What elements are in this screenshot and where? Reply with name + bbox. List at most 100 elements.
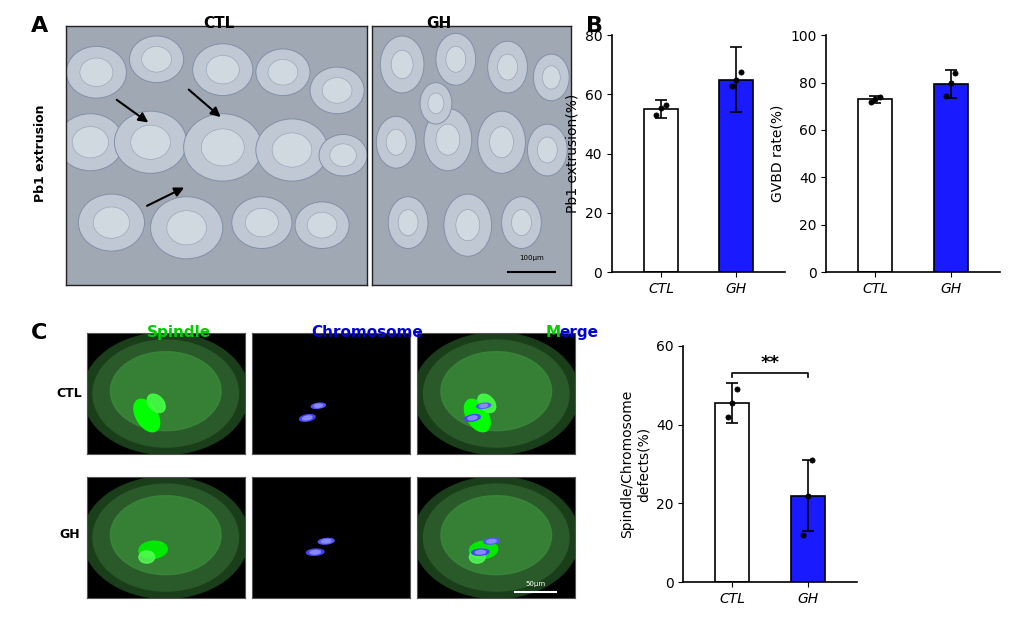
Circle shape	[497, 54, 517, 80]
Point	[652, 102, 668, 113]
Ellipse shape	[468, 416, 477, 420]
Circle shape	[256, 49, 310, 95]
Circle shape	[445, 46, 466, 72]
Ellipse shape	[469, 551, 485, 563]
Circle shape	[167, 211, 206, 245]
Text: A: A	[31, 16, 48, 36]
Bar	[718, 79, 753, 272]
Circle shape	[477, 111, 525, 173]
Text: C: C	[31, 323, 47, 343]
Point	[656, 100, 673, 110]
Ellipse shape	[110, 495, 221, 575]
Ellipse shape	[93, 484, 238, 591]
Point	[728, 74, 744, 84]
Bar	[714, 403, 749, 582]
Circle shape	[501, 196, 541, 248]
Circle shape	[151, 196, 222, 259]
Circle shape	[79, 58, 113, 86]
Ellipse shape	[413, 477, 579, 598]
Circle shape	[388, 196, 428, 248]
Point	[648, 110, 664, 120]
Ellipse shape	[93, 340, 238, 447]
Ellipse shape	[147, 394, 165, 413]
Ellipse shape	[133, 399, 160, 432]
Ellipse shape	[413, 333, 579, 454]
Circle shape	[397, 210, 418, 236]
Point	[942, 77, 958, 88]
Ellipse shape	[110, 351, 221, 431]
Ellipse shape	[440, 495, 551, 575]
Circle shape	[435, 124, 460, 155]
Circle shape	[435, 33, 475, 85]
Text: GH: GH	[59, 528, 79, 541]
Point	[870, 92, 887, 102]
Ellipse shape	[479, 404, 487, 407]
Ellipse shape	[300, 415, 315, 421]
Circle shape	[246, 209, 278, 237]
Circle shape	[542, 66, 559, 89]
Circle shape	[78, 194, 145, 251]
Point	[946, 68, 962, 78]
Circle shape	[329, 144, 356, 166]
Bar	[932, 84, 967, 272]
Circle shape	[391, 50, 413, 79]
Ellipse shape	[476, 403, 490, 408]
Text: GH: GH	[426, 16, 450, 31]
Ellipse shape	[314, 404, 322, 407]
Ellipse shape	[83, 477, 249, 598]
Ellipse shape	[423, 340, 569, 447]
Circle shape	[57, 114, 123, 171]
Bar	[790, 495, 824, 582]
Text: CTL: CTL	[204, 16, 234, 31]
Text: erge: erge	[558, 325, 597, 340]
Circle shape	[455, 210, 479, 241]
Circle shape	[272, 133, 312, 167]
Bar	[643, 109, 678, 272]
Point	[937, 90, 954, 100]
Ellipse shape	[465, 415, 480, 421]
Point	[732, 67, 748, 77]
Ellipse shape	[423, 484, 569, 591]
Ellipse shape	[472, 549, 488, 556]
Text: Pb1 extrusion: Pb1 extrusion	[35, 105, 47, 202]
Circle shape	[386, 129, 406, 155]
Ellipse shape	[139, 541, 167, 558]
Circle shape	[294, 202, 348, 248]
Point	[728, 384, 744, 394]
Point	[723, 397, 740, 408]
Circle shape	[527, 124, 567, 176]
Ellipse shape	[83, 333, 249, 454]
Text: 50μm: 50μm	[525, 582, 545, 588]
Circle shape	[307, 212, 336, 238]
Ellipse shape	[486, 540, 495, 543]
Circle shape	[114, 111, 186, 173]
Circle shape	[201, 129, 244, 166]
Ellipse shape	[321, 540, 330, 543]
Ellipse shape	[303, 416, 312, 420]
Point	[799, 490, 815, 500]
Ellipse shape	[475, 550, 485, 554]
Text: **: **	[760, 354, 779, 372]
Ellipse shape	[469, 541, 497, 558]
Circle shape	[537, 137, 556, 163]
Circle shape	[424, 109, 472, 171]
Circle shape	[129, 36, 183, 83]
Circle shape	[319, 134, 367, 176]
Bar	[857, 99, 892, 272]
Ellipse shape	[318, 538, 334, 544]
Circle shape	[93, 207, 129, 238]
Circle shape	[183, 114, 262, 181]
Circle shape	[193, 44, 253, 95]
Ellipse shape	[139, 551, 155, 563]
Circle shape	[231, 196, 291, 248]
Point	[862, 97, 878, 107]
Point	[719, 412, 736, 422]
Circle shape	[66, 46, 126, 98]
Circle shape	[512, 210, 531, 236]
Circle shape	[443, 194, 491, 256]
Ellipse shape	[440, 351, 551, 431]
Ellipse shape	[464, 399, 490, 432]
Circle shape	[256, 119, 328, 181]
Text: 100μm: 100μm	[519, 255, 543, 262]
Y-axis label: Spindle/Chromosome
defects(%): Spindle/Chromosome defects(%)	[620, 390, 650, 538]
